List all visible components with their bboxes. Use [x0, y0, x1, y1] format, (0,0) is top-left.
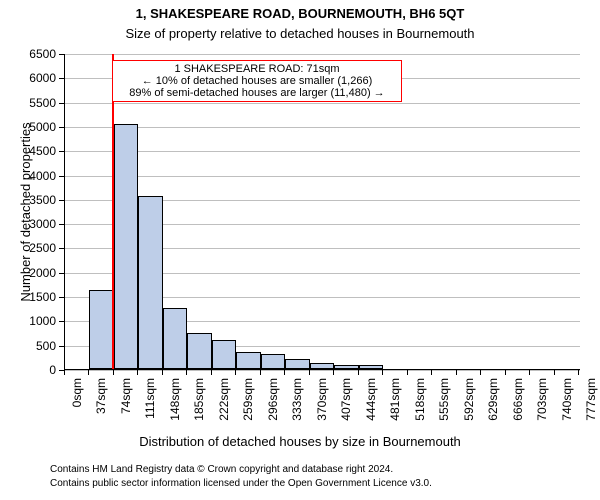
gridline-h: [65, 127, 580, 128]
gridline-h: [65, 370, 580, 371]
x-tick-label: 666sqm: [511, 378, 525, 478]
x-tick-label: 259sqm: [241, 378, 255, 478]
x-tick-label: 518sqm: [413, 378, 427, 478]
x-tick-label: 777sqm: [584, 378, 598, 478]
histogram-bar: [236, 352, 260, 369]
gridline-h: [65, 103, 580, 104]
x-tick-label: 185sqm: [192, 378, 206, 478]
footer-line1: Contains HM Land Registry data © Crown c…: [50, 464, 393, 475]
y-tick-mark: [59, 127, 64, 128]
y-tick-label: 6000: [0, 71, 56, 85]
x-tick-label: 74sqm: [119, 378, 133, 478]
y-tick-label: 3500: [0, 193, 56, 207]
y-tick-label: 1000: [0, 314, 56, 328]
chart-title-subtitle: Size of property relative to detached ho…: [0, 26, 600, 41]
x-tick-mark: [260, 370, 261, 375]
y-tick-mark: [59, 54, 64, 55]
x-tick-label: 296sqm: [266, 378, 280, 478]
x-tick-mark: [333, 370, 334, 375]
x-tick-mark: [162, 370, 163, 375]
x-tick-mark: [113, 370, 114, 375]
x-tick-mark: [88, 370, 89, 375]
histogram-bar: [138, 196, 162, 369]
x-tick-label: 333sqm: [290, 378, 304, 478]
x-tick-mark: [382, 370, 383, 375]
x-tick-mark: [309, 370, 310, 375]
x-tick-mark: [407, 370, 408, 375]
x-tick-mark: [358, 370, 359, 375]
y-tick-label: 3000: [0, 217, 56, 231]
y-tick-mark: [59, 346, 64, 347]
x-tick-label: 481sqm: [388, 378, 402, 478]
x-tick-label: 555sqm: [437, 378, 451, 478]
x-tick-mark: [235, 370, 236, 375]
x-tick-mark: [431, 370, 432, 375]
x-tick-mark: [529, 370, 530, 375]
x-tick-mark: [284, 370, 285, 375]
y-tick-label: 6500: [0, 47, 56, 61]
x-tick-label: 370sqm: [315, 378, 329, 478]
x-tick-mark: [480, 370, 481, 375]
x-tick-label: 740sqm: [560, 378, 574, 478]
histogram-bar: [261, 354, 285, 369]
x-tick-label: 0sqm: [70, 378, 84, 478]
y-tick-mark: [59, 151, 64, 152]
y-tick-mark: [59, 176, 64, 177]
gridline-h: [65, 54, 580, 55]
x-tick-label: 148sqm: [168, 378, 182, 478]
y-tick-mark: [59, 78, 64, 79]
y-tick-label: 1500: [0, 290, 56, 304]
x-tick-label: 222sqm: [217, 378, 231, 478]
histogram-bar: [334, 365, 358, 369]
y-tick-mark: [59, 248, 64, 249]
histogram-bar: [89, 290, 113, 369]
histogram-bar: [212, 340, 236, 369]
callout-line3: 89% of semi-detached houses are larger (…: [117, 87, 397, 99]
x-tick-mark: [186, 370, 187, 375]
histogram-bar: [114, 124, 138, 370]
gridline-h: [65, 151, 580, 152]
x-axis-label: Distribution of detached houses by size …: [0, 434, 600, 449]
histogram-bar: [187, 333, 211, 369]
y-tick-label: 0: [0, 363, 56, 377]
histogram-bar: [310, 363, 334, 369]
histogram-bar: [359, 365, 383, 369]
callout-box: 1 SHAKESPEARE ROAD: 71sqm ← 10% of detac…: [112, 60, 402, 102]
callout-line2: ← 10% of detached houses are smaller (1,…: [117, 75, 397, 87]
y-tick-label: 2000: [0, 266, 56, 280]
x-tick-mark: [578, 370, 579, 375]
y-tick-label: 2500: [0, 241, 56, 255]
y-tick-label: 5500: [0, 96, 56, 110]
y-tick-mark: [59, 200, 64, 201]
y-tick-label: 4500: [0, 144, 56, 158]
x-tick-mark: [137, 370, 138, 375]
x-tick-mark: [554, 370, 555, 375]
y-axis-label: Number of detached properties: [18, 112, 33, 312]
x-tick-mark: [456, 370, 457, 375]
x-tick-label: 444sqm: [364, 378, 378, 478]
y-tick-label: 500: [0, 339, 56, 353]
x-tick-label: 407sqm: [339, 378, 353, 478]
x-tick-label: 592sqm: [462, 378, 476, 478]
y-tick-mark: [59, 321, 64, 322]
histogram-bar: [285, 359, 309, 369]
x-tick-mark: [505, 370, 506, 375]
x-tick-mark: [211, 370, 212, 375]
y-tick-mark: [59, 224, 64, 225]
callout-line1: 1 SHAKESPEARE ROAD: 71sqm: [117, 63, 397, 75]
y-tick-mark: [59, 297, 64, 298]
footer-line2: Contains public sector information licen…: [50, 478, 432, 489]
x-tick-label: 37sqm: [94, 378, 108, 478]
histogram-bar: [163, 308, 187, 369]
x-tick-label: 111sqm: [143, 378, 157, 478]
x-tick-mark: [64, 370, 65, 375]
x-tick-label: 629sqm: [486, 378, 500, 478]
chart-title-address: 1, SHAKESPEARE ROAD, BOURNEMOUTH, BH6 5Q…: [0, 6, 600, 21]
y-tick-mark: [59, 273, 64, 274]
x-tick-label: 703sqm: [535, 378, 549, 478]
gridline-h: [65, 176, 580, 177]
y-tick-mark: [59, 103, 64, 104]
y-tick-label: 4000: [0, 169, 56, 183]
y-tick-label: 5000: [0, 120, 56, 134]
